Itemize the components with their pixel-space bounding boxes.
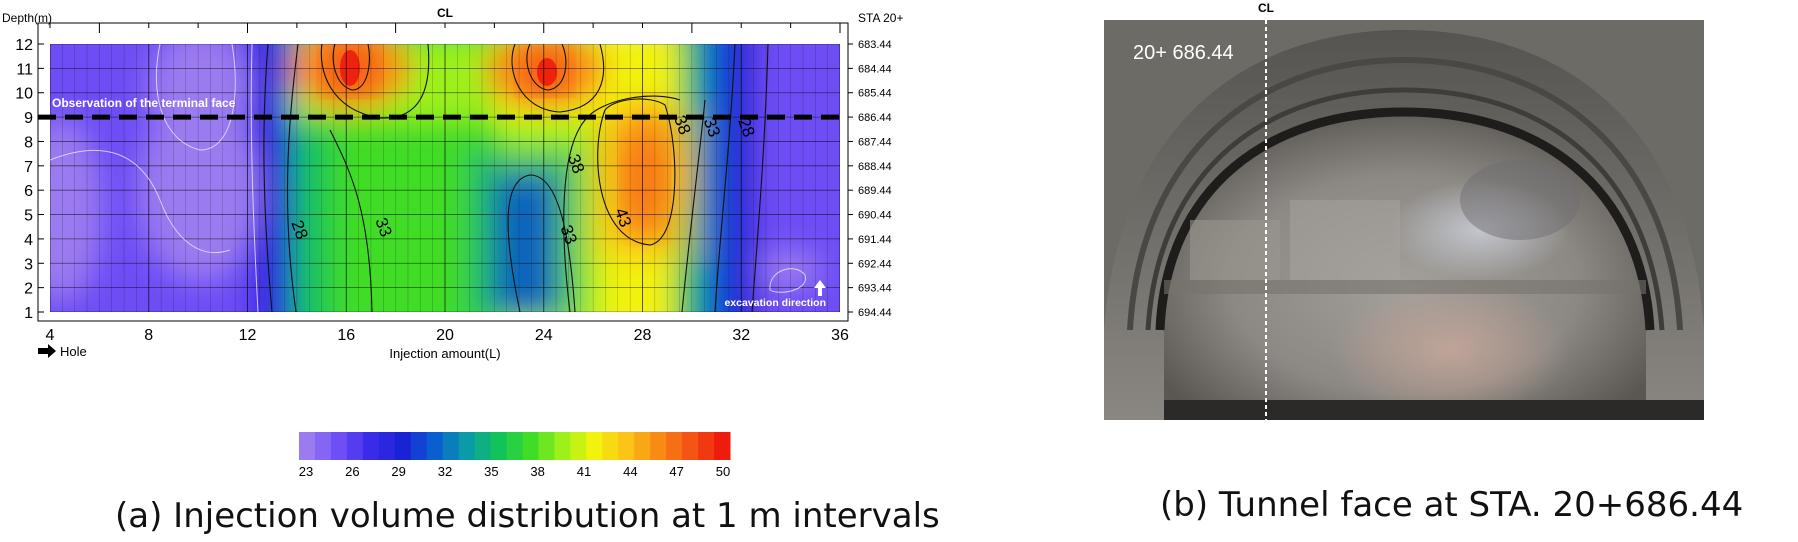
contour-lines (263, 44, 769, 312)
y-tick-label: 11 (16, 61, 33, 78)
colorbar-swatch (299, 432, 316, 460)
station-tick-label: 684.44 (858, 63, 892, 75)
y-tick-label: 1 (24, 305, 33, 322)
station-tick-label: 687.44 (858, 136, 892, 148)
y-tick-label: 7 (24, 159, 33, 176)
depth-axis-label: Depth(m) (2, 11, 52, 25)
colorbar-swatch (682, 432, 699, 460)
x-tick-label: 4 (46, 327, 55, 344)
colorbar-swatch (618, 432, 635, 460)
colorbar-swatch (378, 432, 396, 460)
station-label: 20+ 686.44 (1133, 42, 1234, 64)
station-tick-label: 685.44 (858, 88, 892, 100)
station-axis-label: STA 20+ (858, 11, 903, 25)
caption-a: (a) Injection volume distribution at 1 m… (115, 496, 940, 536)
station-tick-label: 692.44 (858, 258, 892, 270)
colorbar-swatch (714, 432, 731, 460)
colorbar-swatch (602, 432, 619, 460)
colorbar-swatch (426, 432, 444, 460)
colorbar-swatch (586, 432, 603, 460)
station-tick-label: 688.44 (858, 161, 892, 173)
injection-contour-panel: 28 33 33 43 38 38 33 28 Observation of the term… (2, 6, 940, 536)
colorbar-swatch (410, 432, 428, 460)
tunnel-face-photo: CL 20+ 686.44 (1104, 1, 1704, 420)
colorbar-tick-label: 47 (669, 464, 683, 479)
colorbar-swatch (634, 432, 651, 460)
excavation-direction-label: excavation direction (724, 297, 826, 309)
station-tick-label: 686.44 (858, 112, 892, 124)
colorbar-swatch (570, 432, 587, 460)
hole-arrow-icon (38, 344, 56, 358)
x-tick-label: 16 (337, 327, 355, 344)
colorbar-tick-label: 29 (391, 464, 405, 479)
excavation-arrow-icon (814, 280, 826, 296)
colorbar-ticks: 23 26 29 32 35 38 41 44 47 50 (299, 464, 730, 479)
y-tick-label: 2 (24, 281, 33, 298)
x-tick-label: 32 (732, 327, 750, 344)
colorbar-swatch (362, 432, 380, 460)
station-tick-label: 694.44 (858, 307, 892, 319)
station-tick-label: 693.44 (858, 283, 892, 295)
colorbar-tick-label: 26 (345, 464, 359, 479)
colorbar-swatch (554, 432, 571, 460)
y-tick-label: 9 (24, 110, 33, 127)
x-tick-label: 12 (239, 327, 257, 344)
colorbar-swatch (474, 432, 492, 460)
colorbar-tick-label: 35 (484, 464, 498, 479)
colorbar-swatch (458, 432, 476, 460)
x-tick-label: 28 (634, 327, 652, 344)
colorbar-swatch (346, 432, 364, 460)
colorbar-tick-label: 23 (299, 464, 313, 479)
colorbar-tick-label: 32 (438, 464, 452, 479)
station-tick-label: 691.44 (858, 234, 892, 246)
y-tick-label: 8 (24, 134, 33, 151)
hole-label: Hole (60, 344, 87, 359)
y-tick-label: 10 (15, 86, 33, 103)
cl-label-a: CL (437, 6, 453, 20)
contour-lines-light (50, 44, 806, 312)
colorbar-swatch (522, 432, 539, 460)
y-tick-label: 3 (24, 256, 33, 273)
colorbar-swatch (650, 432, 667, 460)
station-tick-label: 683.44 (858, 39, 892, 51)
colorbar-tick-label: 38 (530, 464, 544, 479)
tunnel-face-panel: CL 20+ 686.44 (b) Tunnel face at STA. 20… (1100, 0, 1798, 542)
y-tick-label: 5 (24, 208, 33, 225)
colorbar-swatch (538, 432, 555, 460)
x-tick-label: 20 (436, 327, 454, 344)
x-axis-ticks: 4 8 12 16 20 24 28 32 36 (46, 327, 849, 344)
colorbar-swatch (506, 432, 523, 460)
x-tick-label: 36 (831, 327, 849, 344)
colorbar-swatch (698, 432, 715, 460)
y-tick-label: 4 (24, 232, 33, 249)
terminal-face-label: Observation of the terminal face (52, 96, 236, 110)
colorbar-swatch (442, 432, 460, 460)
colorbar-tick-label: 44 (623, 464, 637, 479)
caption-b: (b) Tunnel face at STA. 20+686.44 (1160, 485, 1744, 525)
top-tick-marks (49, 23, 841, 33)
station-tick-label: 690.44 (858, 210, 892, 222)
colorbar-swatch (666, 432, 683, 460)
x-axis-title: Injection amount(L) (389, 346, 500, 361)
colorbar (299, 432, 731, 460)
y-tick-label: 12 (15, 37, 33, 54)
colorbar-swatch (490, 432, 508, 460)
x-tick-label: 8 (144, 327, 153, 344)
colorbar-tick-label: 50 (716, 464, 730, 479)
station-tick-label: 689.44 (858, 185, 892, 197)
cl-label-b: CL (1258, 1, 1274, 15)
y-tick-label: 6 (24, 183, 33, 200)
x-tick-label: 24 (535, 327, 553, 344)
colorbar-swatch (330, 432, 348, 460)
colorbar-tick-label: 41 (577, 464, 591, 479)
colorbar-swatch (314, 432, 332, 460)
colorbar-swatch (394, 432, 412, 460)
station-axis-ticks: 694.44 693.44 692.44 691.44 690.44 689.44 688.… (848, 39, 892, 319)
